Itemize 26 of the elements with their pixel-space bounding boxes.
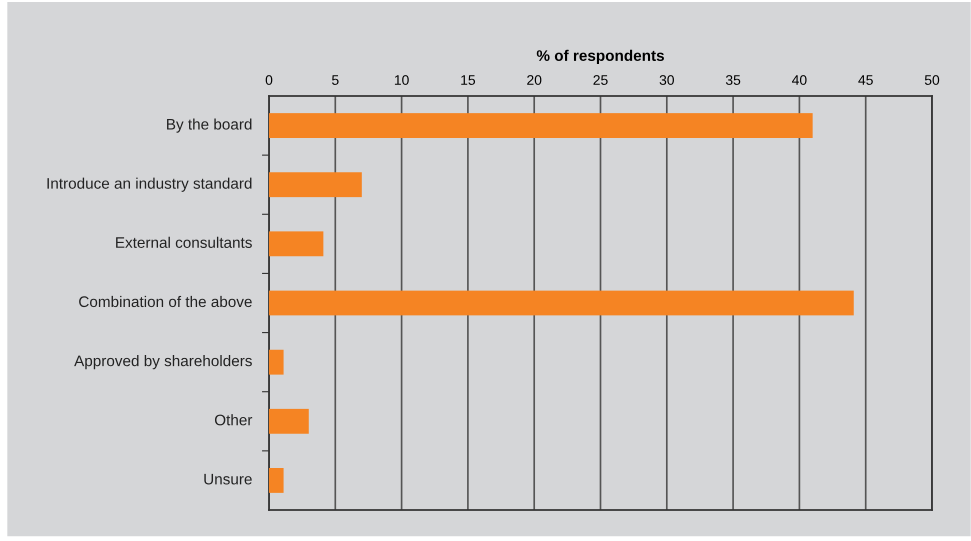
x-axis-title: % of respondents [536, 50, 664, 64]
y-tick-label: Other [214, 414, 252, 426]
y-tick-label: External consultants [116, 236, 252, 248]
bar [269, 113, 813, 138]
x-tick-label: 10 [394, 75, 409, 85]
x-tick-label: 45 [858, 75, 873, 85]
x-tick-label: 40 [792, 75, 807, 85]
bar [269, 468, 284, 493]
bar [269, 172, 362, 198]
bar [269, 231, 324, 256]
y-tick-label: Combination of the above [79, 296, 252, 308]
x-tick-label: 25 [593, 75, 608, 85]
bar [269, 350, 284, 375]
bar [269, 290, 854, 316]
bar [269, 408, 309, 434]
y-tick-label: Unsure [204, 474, 252, 485]
x-tick-label: 50 [924, 75, 940, 85]
x-tick-label: 5 [332, 75, 339, 85]
x-tick-label: 20 [527, 75, 542, 85]
y-tick-label: Introduce an industry standard [47, 178, 252, 192]
x-tick-label: 35 [726, 75, 740, 85]
x-tick-label: 15 [461, 75, 476, 85]
y-tick-label: By the board [167, 118, 252, 133]
x-tick-label: 0 [266, 75, 272, 85]
y-tick-label: Approved by shareholders [74, 355, 252, 370]
x-tick-label: 30 [660, 75, 674, 85]
